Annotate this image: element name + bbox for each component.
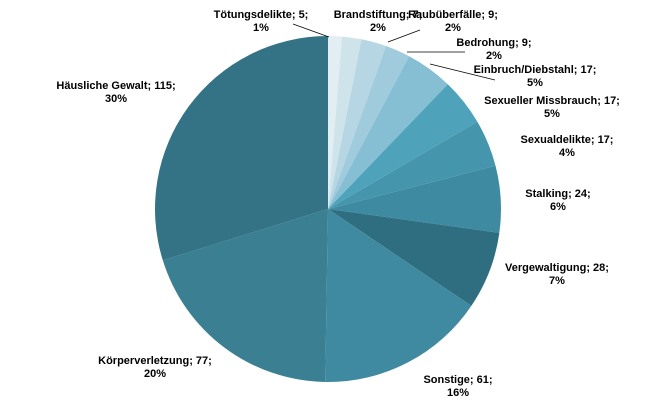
slice-label-sexueller-missbrauch: Sexueller Missbrauch; 17; 5% [484,95,620,120]
leader-line-einbruch-diebstahl [429,63,496,81]
pie-slice-bedrohung [328,46,410,210]
pie-slice-raubueberfaelle [328,39,386,209]
slice-label-bedrohung: Bedrohung; 9; 2% [456,37,531,62]
pie-slice-sexualdelikte [328,121,496,209]
pie-slice-toetungsdelikte [328,35,343,209]
slice-label-sexualdelikte: Sexualdelikte; 17; 4% [521,134,614,159]
leader-lines [292,23,496,81]
slice-labels: Tötungsdelikte; 5; 1% Brandstiftung; 7; 2%R… [56,9,619,399]
slice-label-vergewaltigung: Vergewaltigung; 28; 7% [505,262,609,287]
slice-label-haeusliche-gewalt: Häusliche Gewalt; 115; 30% [56,80,175,105]
slice-label-brandstiftung: Brandstiftung; 7; 2% [334,9,423,34]
pie-slice-haeusliche-gewalt [155,36,328,261]
slice-label-einbruch-diebstahl: Einbruch/Diebstahl; 17; 5% [474,64,597,89]
pie-slice-sexueller-missbrauch [328,84,478,209]
pie-slice-stalking [328,165,502,233]
pie-slice-einbruch-diebstahl [328,56,448,209]
pie-slice-sonstige [325,209,472,383]
slice-label-toetungsdelikte: Tötungsdelikte; 5; 1% [214,9,309,34]
slice-label-stalking: Stalking; 24; 6% [525,188,590,213]
pie-slice-brandstiftung [328,36,362,209]
slice-label-sonstige: Sonstige; 61; 16% [423,374,492,399]
pie-slice-koerperverletzung [162,209,328,382]
slice-label-raubueberfaelle: Raubüberfälle; 9; 2% [408,9,498,34]
slice-label-koerperverletzung: Körperverletzung; 77; 20% [98,355,212,380]
leader-line-raubueberfaelle [387,29,421,43]
pie-slices [155,35,502,383]
pie-slice-vergewaltigung [328,209,500,306]
leader-line-toetungsdelikte [292,23,330,38]
